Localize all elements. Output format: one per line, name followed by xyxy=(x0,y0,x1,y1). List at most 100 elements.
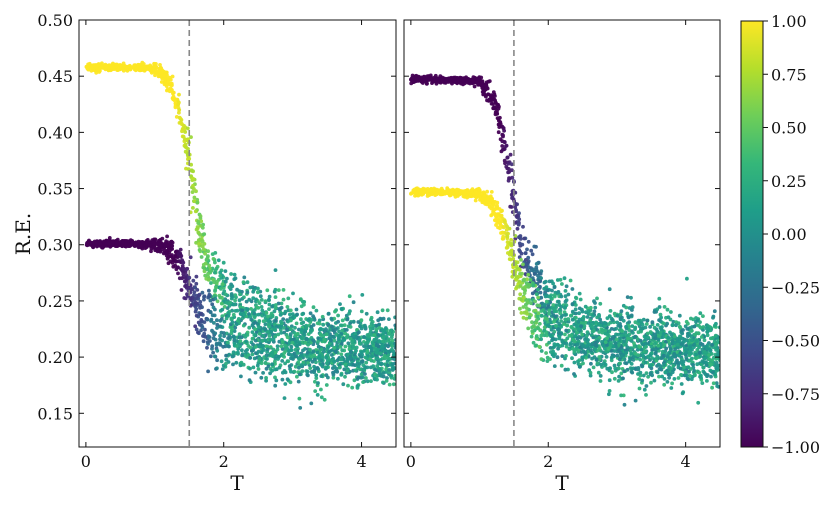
scatter-point xyxy=(317,353,322,358)
scatter-point xyxy=(215,348,220,353)
scatter-point xyxy=(391,365,395,370)
scatter-point xyxy=(195,301,200,306)
scatter-point xyxy=(526,326,531,331)
scatter-point xyxy=(122,63,127,68)
scatter-point xyxy=(381,334,386,339)
scatter-point xyxy=(683,324,688,329)
scatter-point xyxy=(212,321,216,325)
scatter-point xyxy=(583,304,588,309)
scatter-point xyxy=(574,296,579,301)
scatter-point xyxy=(245,290,250,295)
scatter-point xyxy=(198,224,203,228)
scatter-point xyxy=(645,318,650,323)
scatter-point xyxy=(214,343,219,347)
scatter-point xyxy=(311,349,316,354)
scatter-point xyxy=(214,285,218,290)
scatter-point xyxy=(138,62,143,67)
scatter-point xyxy=(564,284,569,289)
scatter-point xyxy=(365,379,370,384)
scatter-point xyxy=(235,287,240,292)
scatter-point xyxy=(152,242,156,247)
scatter-point xyxy=(637,386,642,391)
scatter-point xyxy=(494,205,499,210)
scatter-point xyxy=(285,305,290,309)
scatter-point xyxy=(231,302,235,307)
scatter-point xyxy=(301,360,306,365)
scatter-point xyxy=(273,287,278,292)
scatter-point xyxy=(657,318,661,322)
scatter-point xyxy=(162,73,167,78)
scatter-point xyxy=(215,326,219,330)
scatter-point xyxy=(629,362,634,366)
scatter-point xyxy=(280,359,285,363)
scatter-point xyxy=(124,239,129,243)
scatter-point xyxy=(255,363,260,368)
scatter-point xyxy=(603,340,608,344)
scatter-point xyxy=(100,245,105,250)
scatter-point xyxy=(200,239,205,244)
scatter-point xyxy=(306,373,310,378)
scatter-point xyxy=(121,241,125,246)
scatter-point xyxy=(267,294,272,299)
scatter-point xyxy=(305,337,309,342)
scatter-point xyxy=(205,317,210,322)
scatter-point xyxy=(346,324,351,329)
scatter-point xyxy=(348,336,353,341)
scatter-point xyxy=(596,370,601,375)
scatter-point xyxy=(222,289,227,293)
scatter-point xyxy=(256,349,261,354)
scatter-point xyxy=(289,369,293,374)
scatter-point xyxy=(345,368,350,373)
scatter-point xyxy=(245,333,250,337)
scatter-point xyxy=(295,351,300,355)
scatter-point xyxy=(179,288,184,292)
scatter-point xyxy=(714,360,719,365)
scatter-point xyxy=(332,335,336,340)
scatter-point xyxy=(573,307,578,312)
scatter-point xyxy=(543,310,547,315)
scatter-point xyxy=(257,301,262,305)
scatter-point xyxy=(325,361,329,366)
scatter-point xyxy=(161,251,166,256)
scatter-point xyxy=(263,361,268,366)
scatter-point xyxy=(289,337,294,342)
scatter-point xyxy=(236,317,241,321)
scatter-point xyxy=(285,377,290,382)
scatter-point xyxy=(586,321,591,325)
scatter-point xyxy=(199,328,204,333)
scatter-point xyxy=(218,274,223,278)
scatter-point xyxy=(218,334,223,338)
scatter-point xyxy=(315,321,320,326)
scatter-point xyxy=(225,340,230,345)
scatter-point xyxy=(598,301,603,306)
scatter-point xyxy=(410,75,415,80)
scatter-point xyxy=(202,294,207,299)
scatter-point xyxy=(658,312,663,317)
scatter-point xyxy=(104,242,108,246)
scatter-point xyxy=(211,305,216,310)
scatter-point xyxy=(361,380,365,384)
scatter-point xyxy=(240,348,244,353)
scatter-point xyxy=(248,345,253,350)
scatter-point xyxy=(564,341,569,346)
scatter-point xyxy=(519,251,524,256)
scatter-point xyxy=(687,369,691,374)
y-tick-label: 0.30 xyxy=(37,236,73,255)
scatter-point xyxy=(331,375,336,380)
scatter-point xyxy=(562,322,566,326)
scatter-point xyxy=(370,354,374,359)
scatter-point xyxy=(534,244,538,249)
scatter-point xyxy=(310,359,315,364)
scatter-point xyxy=(176,102,181,107)
scatter-point xyxy=(529,301,533,306)
scatter-point xyxy=(213,289,217,293)
scatter-point xyxy=(196,219,201,224)
scatter-point xyxy=(532,272,537,276)
scatter-point xyxy=(118,67,122,72)
scatter-point xyxy=(675,345,680,350)
scatter-point xyxy=(669,332,674,337)
scatter-point xyxy=(98,66,102,71)
scatter-point xyxy=(322,397,327,402)
scatter-point xyxy=(702,349,707,354)
